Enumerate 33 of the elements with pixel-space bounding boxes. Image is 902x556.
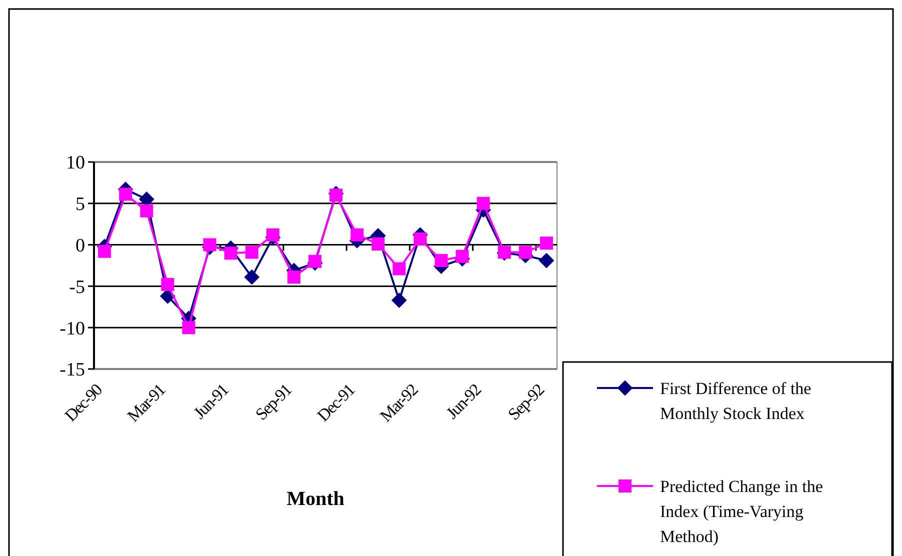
point (538, 253, 554, 268)
point (98, 244, 112, 258)
y-tick-label: 5 (76, 194, 85, 216)
point (350, 228, 364, 242)
point (161, 278, 174, 292)
point (245, 246, 258, 259)
point (119, 188, 132, 201)
y-tick-label: -15 (60, 360, 85, 381)
point (414, 232, 427, 246)
y-tick-label: 10 (66, 152, 85, 174)
point (434, 254, 448, 268)
point (287, 270, 300, 284)
point (182, 321, 196, 334)
point (266, 228, 280, 242)
point (203, 238, 216, 252)
y-tick-label: 0 (76, 235, 85, 256)
point (224, 246, 238, 260)
point (518, 246, 532, 259)
point (308, 254, 322, 268)
point (540, 236, 553, 250)
point (392, 262, 406, 276)
point (372, 237, 385, 250)
point (476, 196, 490, 210)
y-tick-label: -5 (69, 276, 85, 298)
y-tick-label: -10 (60, 318, 85, 340)
point (330, 188, 343, 202)
legend-label: First Difference of the Monthly Stock Index (660, 378, 812, 423)
point (456, 250, 469, 263)
x-axis-title: Month (286, 488, 344, 510)
point (140, 204, 154, 218)
point (244, 270, 260, 285)
legend-label: Predicted Change in the Index (Time-Varying Method) (660, 476, 823, 546)
point (392, 292, 407, 308)
